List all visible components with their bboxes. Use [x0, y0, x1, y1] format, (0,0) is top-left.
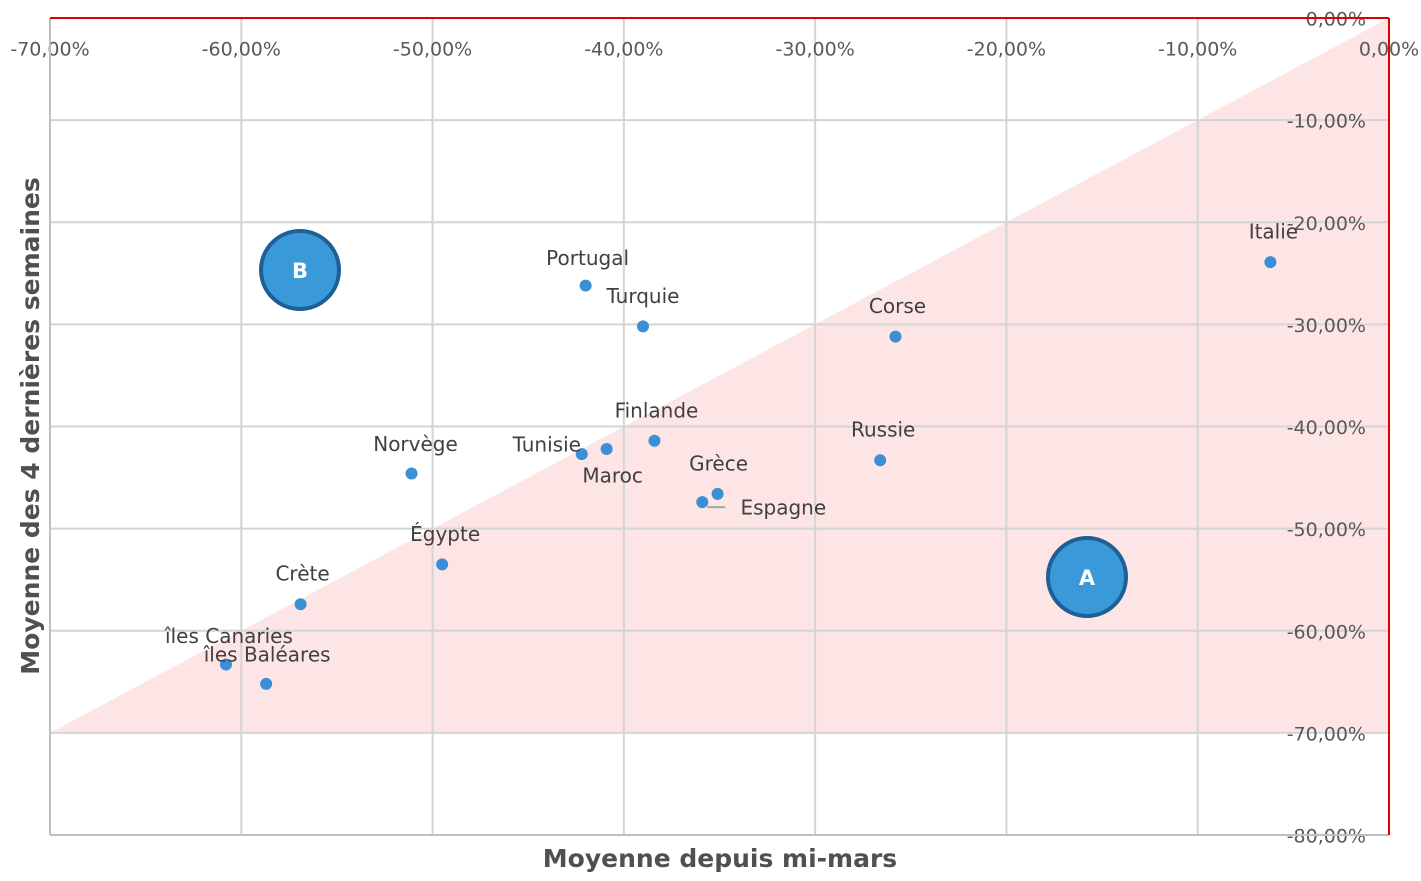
point — [889, 330, 902, 343]
x-axis-title: Moyenne depuis mi-mars — [543, 844, 897, 873]
y-tick-label: -50,00% — [1287, 519, 1366, 541]
point-label: îles Canaries — [164, 624, 293, 648]
point-label: Grèce — [689, 451, 748, 475]
point-label: Espagne — [740, 496, 826, 520]
y-tick-label: -80,00% — [1287, 826, 1366, 848]
point-label: Italie — [1249, 220, 1298, 244]
x-tick-label: -50,00% — [393, 39, 472, 61]
x-tick-label: -40,00% — [584, 39, 663, 61]
point-label: Finlande — [615, 398, 699, 422]
y-tick-label: -30,00% — [1287, 315, 1366, 337]
y-tick-label: -60,00% — [1287, 621, 1366, 643]
x-tick-label: -20,00% — [967, 39, 1046, 61]
annotation-label: B — [292, 259, 308, 283]
point — [294, 598, 307, 611]
point — [1264, 256, 1277, 269]
point — [260, 677, 273, 690]
point — [648, 434, 661, 447]
y-tick-label: -20,00% — [1287, 213, 1366, 235]
point-label: Crète — [275, 562, 329, 586]
point — [636, 320, 649, 333]
y-tick-label: -40,00% — [1287, 417, 1366, 439]
point — [874, 454, 887, 467]
point-label: Tunisie — [512, 433, 581, 457]
annotation-label: A — [1079, 566, 1096, 590]
point — [600, 442, 613, 455]
point-label: Norvège — [373, 432, 458, 456]
point-label: Corse — [869, 294, 926, 318]
point — [579, 279, 592, 292]
x-tick-label: -10,00% — [1158, 39, 1237, 61]
point-label: îles Baléares — [203, 642, 331, 666]
point — [575, 448, 588, 461]
y-tick-label: 0,00% — [1306, 9, 1366, 31]
annotation-circle — [259, 229, 341, 311]
point-label: Maroc — [582, 463, 643, 487]
annotation-circle — [1046, 536, 1128, 618]
point — [405, 467, 418, 480]
y-axis-title: Moyenne des 4 dernières semaines — [16, 177, 45, 674]
point-label: Portugal — [546, 246, 629, 270]
y-tick-label: -70,00% — [1287, 723, 1366, 745]
point — [711, 487, 724, 500]
point-label: Égypte — [410, 522, 480, 546]
point-label: Russie — [851, 418, 915, 442]
point — [436, 558, 449, 571]
x-tick-label: -30,00% — [775, 39, 854, 61]
point — [696, 496, 709, 509]
point — [219, 658, 232, 671]
x-tick-label: -60,00% — [202, 39, 281, 61]
point-label: Turquie — [606, 284, 680, 308]
y-tick-label: -10,00% — [1287, 111, 1366, 133]
